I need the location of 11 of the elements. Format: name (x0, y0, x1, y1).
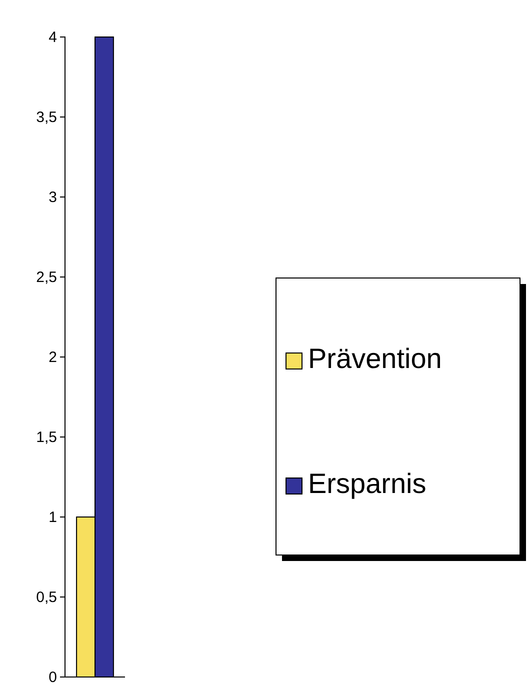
legend-label: Prävention (308, 343, 442, 374)
y-tick-label: 0 (48, 668, 57, 686)
y-tick-label: 2,5 (36, 268, 57, 286)
y-tick-label: 1,5 (36, 428, 57, 446)
legend-label: Ersparnis (308, 468, 426, 499)
y-tick-label: 3 (48, 188, 57, 206)
y-tick-label: 0,5 (36, 588, 57, 606)
y-tick-label: 4 (48, 28, 57, 46)
y-tick-label: 3,5 (36, 108, 57, 126)
y-tick-label: 2 (48, 348, 57, 366)
y-tick-label: 1 (48, 508, 57, 526)
